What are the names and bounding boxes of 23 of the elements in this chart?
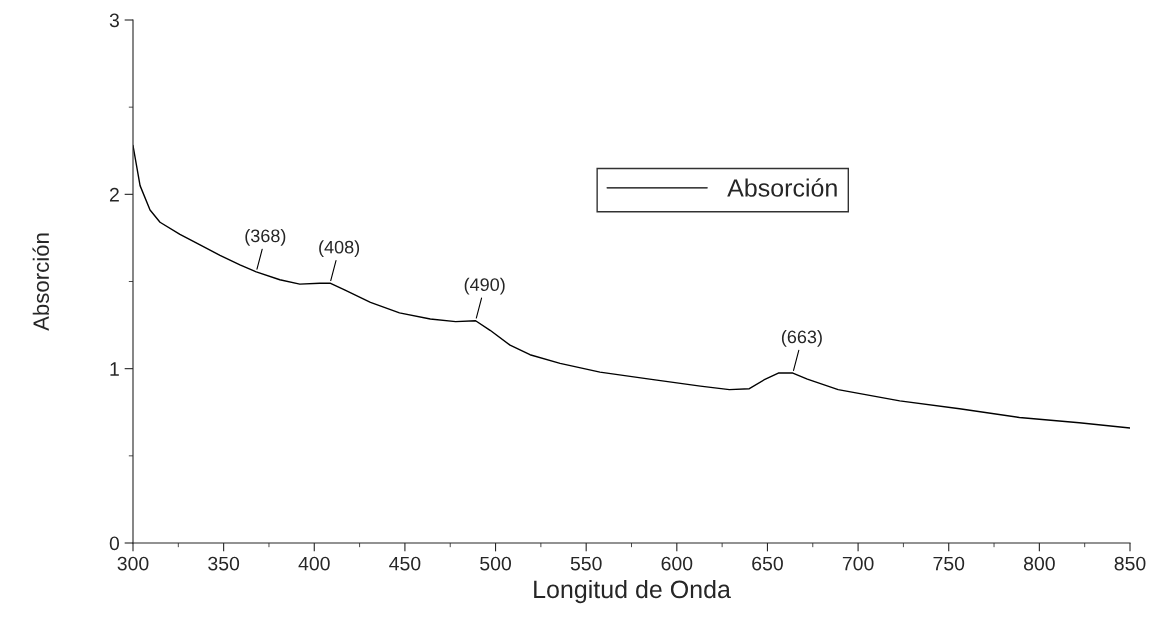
- x-tick-label: 550: [570, 556, 602, 571]
- x-tick-label: 650: [752, 556, 783, 571]
- x-tick-label: 400: [298, 556, 330, 571]
- y-tick-label: 0: [109, 536, 120, 551]
- y-axis-title: Absorción: [32, 233, 50, 331]
- x-tick-label: 800: [1023, 556, 1055, 571]
- x-tick-label: 600: [661, 556, 693, 571]
- y-tick-label: 1: [110, 362, 119, 376]
- annotation: (490): [464, 277, 505, 295]
- y-tick-label: 2: [109, 187, 119, 202]
- annotation: (368): [245, 228, 286, 246]
- x-axis-title: Longitud de Onda: [534, 579, 731, 604]
- x-tick-label: 500: [480, 556, 512, 571]
- x-tick-label: 350: [208, 556, 240, 571]
- x-tick-label: 300: [117, 556, 149, 571]
- annotation: (408): [319, 240, 360, 258]
- x-tick-label: 450: [389, 556, 421, 571]
- x-tick-label: 700: [842, 556, 874, 571]
- y-tick-label: 3: [109, 13, 119, 28]
- x-tick-label: 850: [1114, 556, 1146, 571]
- x-tick-label: 750: [933, 556, 965, 571]
- legend-label: Absorción: [727, 178, 837, 197]
- annotation: (663): [781, 330, 822, 347]
